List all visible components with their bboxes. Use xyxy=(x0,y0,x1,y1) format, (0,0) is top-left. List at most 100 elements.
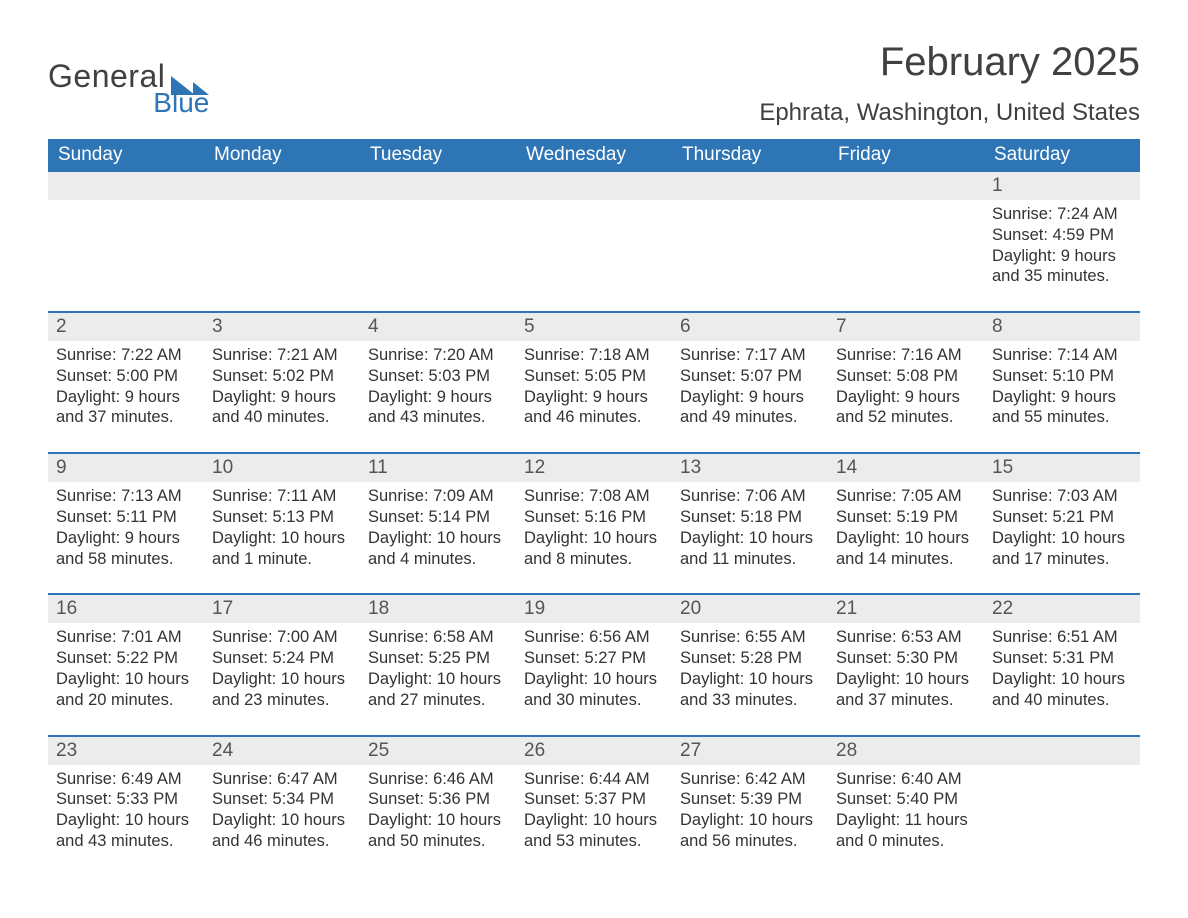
daynum-row: 21 xyxy=(828,595,984,623)
cell-body: Sunrise: 6:42 AMSunset: 5:39 PMDaylight:… xyxy=(672,765,828,852)
daylight-text: Daylight: 10 hours and 50 minutes. xyxy=(368,810,508,852)
sunset-text: Sunset: 5:28 PM xyxy=(680,648,820,669)
daylight-text: Daylight: 10 hours and 8 minutes. xyxy=(524,528,664,570)
sunrise-text: Sunrise: 7:03 AM xyxy=(992,486,1132,507)
cell-body: Sunrise: 7:11 AMSunset: 5:13 PMDaylight:… xyxy=(204,482,360,569)
location-text: Ephrata, Washington, United States xyxy=(759,99,1140,127)
cell-body xyxy=(672,200,828,204)
cell-body: Sunrise: 7:00 AMSunset: 5:24 PMDaylight:… xyxy=(204,623,360,710)
sunset-text: Sunset: 5:07 PM xyxy=(680,366,820,387)
cell-body: Sunrise: 6:49 AMSunset: 5:33 PMDaylight:… xyxy=(48,765,204,852)
daylight-text: Daylight: 9 hours and 55 minutes. xyxy=(992,387,1132,429)
cell-body: Sunrise: 7:09 AMSunset: 5:14 PMDaylight:… xyxy=(360,482,516,569)
daylight-text: Daylight: 10 hours and 53 minutes. xyxy=(524,810,664,852)
day-number: 18 xyxy=(368,598,389,619)
daynum-row: 4 xyxy=(360,313,516,341)
sunrise-text: Sunrise: 7:00 AM xyxy=(212,627,352,648)
calendar-cell xyxy=(360,172,516,295)
daylight-text: Daylight: 10 hours and 20 minutes. xyxy=(56,669,196,711)
day-number xyxy=(992,740,997,761)
day-number: 9 xyxy=(56,457,67,478)
sunrise-text: Sunrise: 7:08 AM xyxy=(524,486,664,507)
sunrise-text: Sunrise: 6:55 AM xyxy=(680,627,820,648)
day-header-row: Sunday Monday Tuesday Wednesday Thursday… xyxy=(48,139,1140,172)
daylight-text: Daylight: 10 hours and 33 minutes. xyxy=(680,669,820,711)
dayheader-sunday: Sunday xyxy=(48,139,204,172)
calendar-cell: 13Sunrise: 7:06 AMSunset: 5:18 PMDayligh… xyxy=(672,454,828,577)
cell-body: Sunrise: 7:16 AMSunset: 5:08 PMDaylight:… xyxy=(828,341,984,428)
sunset-text: Sunset: 4:59 PM xyxy=(992,225,1132,246)
cell-body: Sunrise: 6:56 AMSunset: 5:27 PMDaylight:… xyxy=(516,623,672,710)
cell-body xyxy=(516,200,672,204)
cell-body: Sunrise: 7:08 AMSunset: 5:16 PMDaylight:… xyxy=(516,482,672,569)
sunrise-text: Sunrise: 6:58 AM xyxy=(368,627,508,648)
calendar-cell: 3Sunrise: 7:21 AMSunset: 5:02 PMDaylight… xyxy=(204,313,360,436)
calendar-cell: 4Sunrise: 7:20 AMSunset: 5:03 PMDaylight… xyxy=(360,313,516,436)
daylight-text: Daylight: 9 hours and 46 minutes. xyxy=(524,387,664,429)
calendar-cell: 19Sunrise: 6:56 AMSunset: 5:27 PMDayligh… xyxy=(516,595,672,718)
day-number: 7 xyxy=(836,316,847,337)
daynum-row xyxy=(828,172,984,200)
calendar-cell xyxy=(48,172,204,295)
day-number: 10 xyxy=(212,457,233,478)
day-number: 2 xyxy=(56,316,67,337)
daynum-row xyxy=(48,172,204,200)
calendar-cell xyxy=(672,172,828,295)
sunset-text: Sunset: 5:24 PM xyxy=(212,648,352,669)
daylight-text: Daylight: 10 hours and 4 minutes. xyxy=(368,528,508,570)
sunset-text: Sunset: 5:08 PM xyxy=(836,366,976,387)
cell-body: Sunrise: 6:58 AMSunset: 5:25 PMDaylight:… xyxy=(360,623,516,710)
daynum-row: 9 xyxy=(48,454,204,482)
calendar-cell: 16Sunrise: 7:01 AMSunset: 5:22 PMDayligh… xyxy=(48,595,204,718)
dayheader-thursday: Thursday xyxy=(672,139,828,172)
daynum-row: 2 xyxy=(48,313,204,341)
calendar-cell: 23Sunrise: 6:49 AMSunset: 5:33 PMDayligh… xyxy=(48,737,204,860)
sunset-text: Sunset: 5:25 PM xyxy=(368,648,508,669)
daynum-row: 1 xyxy=(984,172,1140,200)
day-number xyxy=(368,175,373,196)
dayheader-friday: Friday xyxy=(828,139,984,172)
daylight-text: Daylight: 10 hours and 37 minutes. xyxy=(836,669,976,711)
daylight-text: Daylight: 9 hours and 43 minutes. xyxy=(368,387,508,429)
daynum-row xyxy=(672,172,828,200)
month-title: February 2025 xyxy=(759,40,1140,85)
cell-body: Sunrise: 6:51 AMSunset: 5:31 PMDaylight:… xyxy=(984,623,1140,710)
sunset-text: Sunset: 5:31 PM xyxy=(992,648,1132,669)
daynum-row: 11 xyxy=(360,454,516,482)
sunset-text: Sunset: 5:00 PM xyxy=(56,366,196,387)
sunset-text: Sunset: 5:14 PM xyxy=(368,507,508,528)
day-number: 20 xyxy=(680,598,701,619)
dayheader-wednesday: Wednesday xyxy=(516,139,672,172)
day-number: 16 xyxy=(56,598,77,619)
sunset-text: Sunset: 5:39 PM xyxy=(680,789,820,810)
daynum-row: 22 xyxy=(984,595,1140,623)
daynum-row: 15 xyxy=(984,454,1140,482)
cell-body xyxy=(48,200,204,204)
day-number xyxy=(524,175,529,196)
cell-body: Sunrise: 7:18 AMSunset: 5:05 PMDaylight:… xyxy=(516,341,672,428)
sunset-text: Sunset: 5:33 PM xyxy=(56,789,196,810)
sunset-text: Sunset: 5:16 PM xyxy=(524,507,664,528)
daynum-row: 12 xyxy=(516,454,672,482)
calendar-cell: 14Sunrise: 7:05 AMSunset: 5:19 PMDayligh… xyxy=(828,454,984,577)
day-number: 22 xyxy=(992,598,1013,619)
sunrise-text: Sunrise: 6:51 AM xyxy=(992,627,1132,648)
day-number: 24 xyxy=(212,740,233,761)
dayheader-monday: Monday xyxy=(204,139,360,172)
sunrise-text: Sunrise: 7:14 AM xyxy=(992,345,1132,366)
daylight-text: Daylight: 10 hours and 56 minutes. xyxy=(680,810,820,852)
sunrise-text: Sunrise: 7:01 AM xyxy=(56,627,196,648)
calendar-cell: 12Sunrise: 7:08 AMSunset: 5:16 PMDayligh… xyxy=(516,454,672,577)
daynum-row xyxy=(984,737,1140,765)
daynum-row: 10 xyxy=(204,454,360,482)
calendar-cell: 5Sunrise: 7:18 AMSunset: 5:05 PMDaylight… xyxy=(516,313,672,436)
sunset-text: Sunset: 5:27 PM xyxy=(524,648,664,669)
daynum-row: 20 xyxy=(672,595,828,623)
sunset-text: Sunset: 5:03 PM xyxy=(368,366,508,387)
day-number: 26 xyxy=(524,740,545,761)
daylight-text: Daylight: 9 hours and 35 minutes. xyxy=(992,246,1132,288)
cell-body: Sunrise: 6:53 AMSunset: 5:30 PMDaylight:… xyxy=(828,623,984,710)
daynum-row: 14 xyxy=(828,454,984,482)
daylight-text: Daylight: 10 hours and 40 minutes. xyxy=(992,669,1132,711)
daylight-text: Daylight: 9 hours and 37 minutes. xyxy=(56,387,196,429)
